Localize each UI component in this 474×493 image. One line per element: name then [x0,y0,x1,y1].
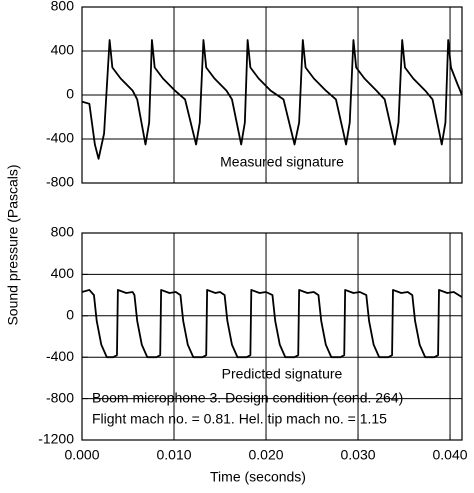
signature-line [81,39,463,160]
note: Flight mach no. = 0.81. Hel. tip mach no… [92,411,387,427]
x-tick-label: 0.040 [433,447,468,463]
annotation: Predicted signature [222,366,343,382]
y-tick-label: 0 [66,86,74,102]
y-tick-label: -800 [46,389,74,405]
y-tick-label: -400 [46,348,74,364]
x-tick-label: 0.010 [156,447,191,463]
y-axis-label: Sound pressure (Pascals) [5,164,21,325]
y-tick-label: 400 [51,265,75,281]
y-tick-label: 400 [51,42,75,58]
x-tick-label: 0.020 [248,447,283,463]
note: Boom microphone 3. Design condition (con… [92,390,403,406]
annotation: Measured signature [220,154,344,170]
y-tick-label: -800 [46,174,74,190]
x-tick-label: 0.030 [341,447,376,463]
x-axis-label: Time (seconds) [210,469,306,485]
y-tick-label: 800 [51,0,75,14]
y-tick-label: 0 [66,307,74,323]
signature-line [81,289,463,359]
plot-frame [81,232,463,441]
y-tick-label: 800 [51,224,75,240]
y-tick-label: -400 [46,130,74,146]
y-tick-label: -1200 [38,431,74,447]
x-tick-label: 0.000 [64,447,99,463]
